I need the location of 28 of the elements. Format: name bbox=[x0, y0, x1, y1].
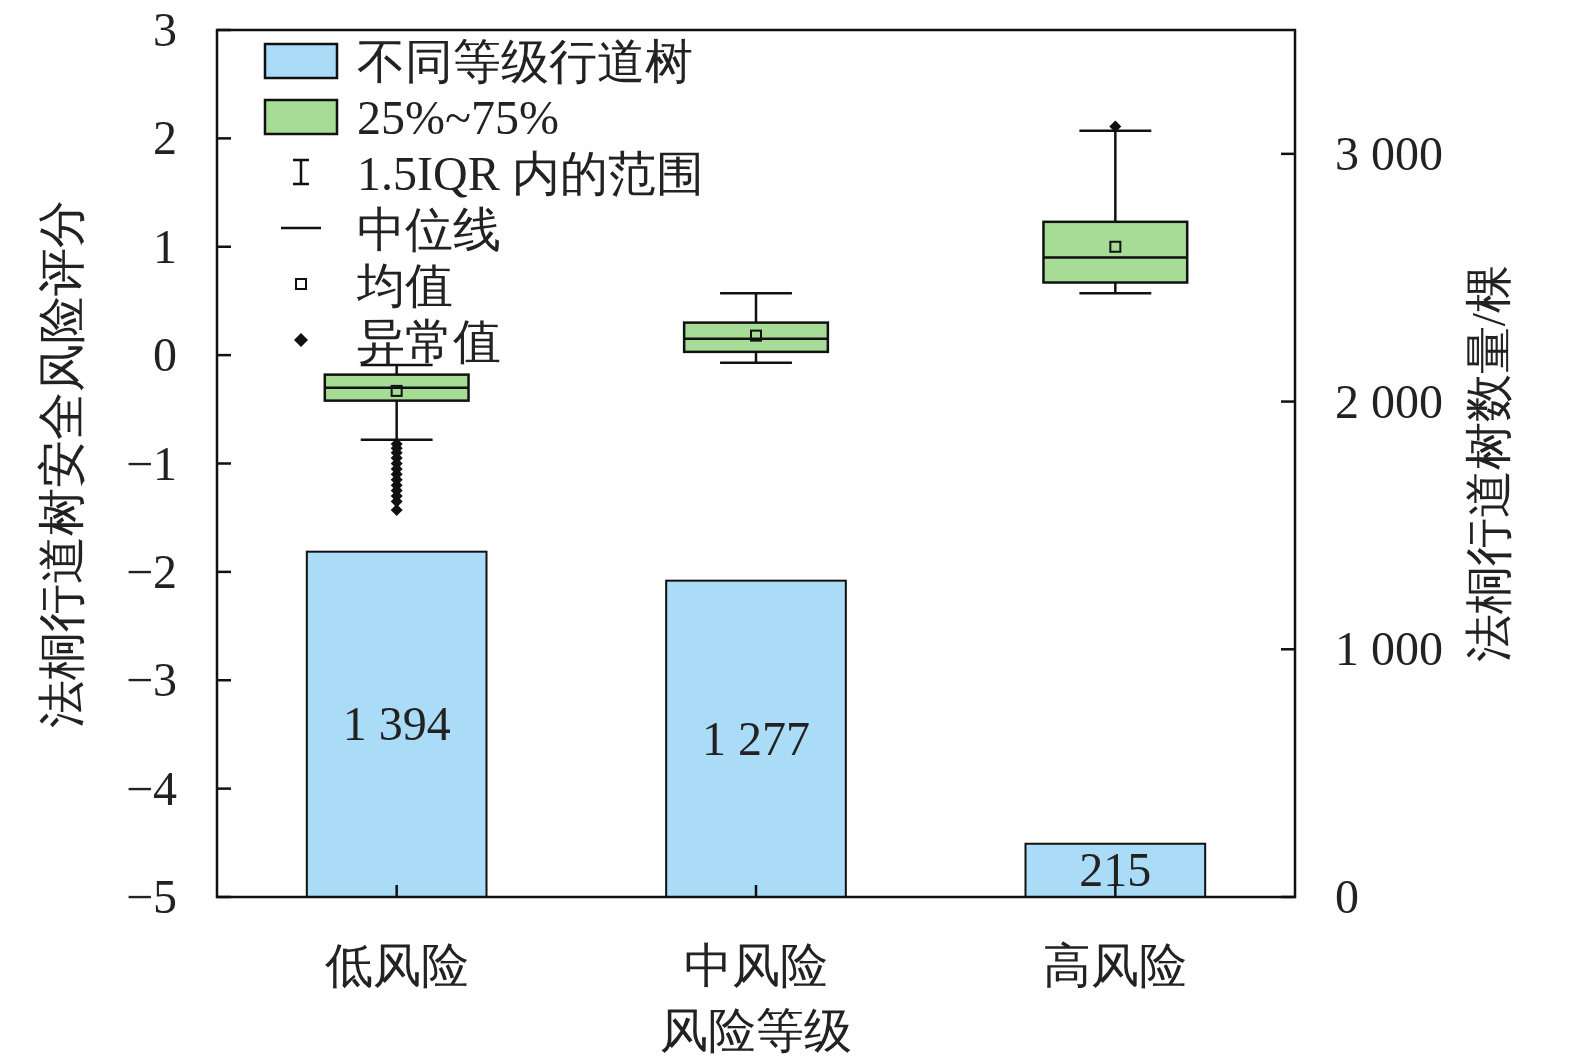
data-label: 1 277 bbox=[702, 711, 810, 765]
legend-label: 25%~75% bbox=[357, 91, 559, 144]
x-axis-title: 风险等级 bbox=[660, 1004, 852, 1057]
x-tick-label: 高风险 bbox=[1043, 939, 1188, 992]
y-tick-label: −1 bbox=[125, 436, 177, 490]
y2-tick-label: 1 000 bbox=[1335, 622, 1443, 676]
annotation: 异常值 bbox=[357, 315, 501, 368]
y-tick-label: 1 bbox=[153, 219, 177, 273]
annotation: 中位线 bbox=[357, 203, 501, 256]
y2-tick-label: 2 000 bbox=[1335, 374, 1443, 428]
y2-tick-label: 3 000 bbox=[1335, 126, 1443, 180]
annotation: 1.5IQR 内的范围 bbox=[357, 147, 704, 200]
x-tick-label: 低风险 bbox=[324, 939, 469, 992]
data-label: 1 394 bbox=[342, 697, 451, 751]
y-tick-label: −2 bbox=[125, 544, 177, 598]
legend-label: 不同等级行道树 bbox=[357, 35, 693, 88]
y-tick-label: −4 bbox=[125, 761, 177, 815]
y-tick-label: −3 bbox=[125, 653, 177, 707]
y-axis-title: 法桐行道树安全风险评分 bbox=[35, 199, 88, 728]
data-label: 215 bbox=[1079, 843, 1152, 897]
annotation: 均值 bbox=[356, 259, 453, 312]
y2-axis-title: 法桐行道树数量/棵 bbox=[1462, 264, 1515, 663]
x-tick-label: 中风险 bbox=[684, 939, 828, 992]
y2-tick-label: 0 bbox=[1335, 870, 1359, 923]
y-tick-label: −5 bbox=[125, 870, 177, 923]
y-tick-label: 3 bbox=[153, 3, 177, 56]
y-tick-label: 2 bbox=[153, 111, 177, 165]
y-tick-label: 0 bbox=[153, 328, 177, 382]
